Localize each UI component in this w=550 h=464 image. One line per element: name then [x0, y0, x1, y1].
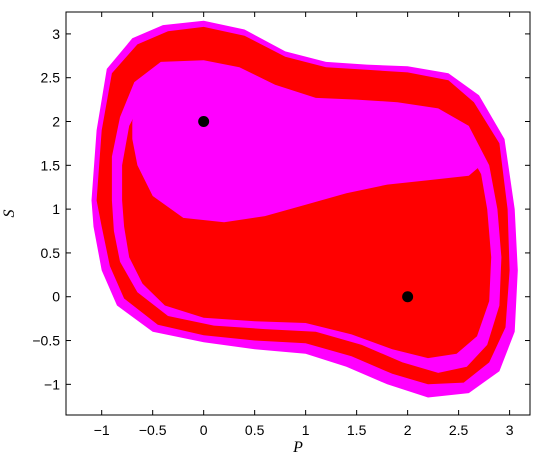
y-axis-ticks: −1 −0.5 0 0.5 1 1.5 2 2.5 3 [32, 26, 530, 392]
y-tick-label: 2.5 [41, 70, 61, 86]
x-tick-label: −1 [94, 422, 110, 438]
y-axis-label: S [1, 210, 18, 218]
equilibrium-point-1 [198, 116, 210, 128]
x-tick-label: 2 [404, 422, 412, 438]
x-tick-label: 0.5 [245, 422, 265, 438]
y-tick-label: 1.5 [41, 157, 61, 173]
equilibrium-point-2 [402, 291, 414, 303]
x-tick-label: 1 [302, 422, 310, 438]
plot-frame [65, 11, 531, 416]
basin-region-5 [132, 68, 482, 223]
y-tick-label: 0 [52, 289, 60, 305]
x-axis-label: P [292, 439, 303, 456]
y-tick-label: 0.5 [41, 245, 61, 261]
x-tick-label: 3 [506, 422, 514, 438]
x-tick-label: 0 [200, 422, 208, 438]
x-tick-label: 2.5 [449, 422, 469, 438]
equilibrium-points [198, 116, 414, 303]
x-tick-label: −0.5 [139, 422, 167, 438]
y-tick-label: 2 [52, 114, 60, 130]
y-tick-label: −1 [44, 376, 60, 392]
y-tick-label: −0.5 [32, 333, 60, 349]
basin-regions [91, 20, 518, 398]
x-tick-label: 1.5 [347, 422, 367, 438]
x-axis-ticks: −1 −0.5 0 0.5 1 1.5 2 2.5 3 [94, 12, 514, 438]
y-tick-label: 3 [52, 26, 60, 42]
y-tick-label: 1 [52, 201, 60, 217]
